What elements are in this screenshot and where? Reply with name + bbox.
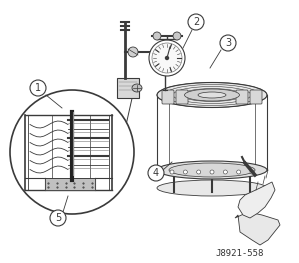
Circle shape [223, 170, 227, 174]
Circle shape [10, 90, 134, 214]
Text: 1: 1 [35, 83, 41, 93]
Bar [45, 178, 95, 190]
FancyBboxPatch shape [236, 90, 248, 104]
Circle shape [128, 47, 138, 57]
FancyBboxPatch shape [176, 90, 188, 104]
Ellipse shape [157, 83, 267, 108]
Circle shape [148, 165, 164, 181]
Ellipse shape [184, 89, 239, 101]
FancyBboxPatch shape [117, 78, 139, 98]
Ellipse shape [157, 161, 267, 179]
Polygon shape [235, 212, 280, 245]
Circle shape [237, 170, 241, 174]
Text: J8921-558: J8921-558 [216, 249, 264, 258]
Circle shape [183, 170, 187, 174]
Text: 2: 2 [193, 17, 199, 27]
Text: 5: 5 [55, 213, 61, 223]
Polygon shape [238, 182, 275, 218]
Circle shape [50, 210, 66, 226]
Text: 4: 4 [153, 168, 159, 178]
Circle shape [30, 80, 46, 96]
Ellipse shape [198, 92, 226, 98]
Ellipse shape [157, 180, 267, 196]
FancyBboxPatch shape [162, 90, 174, 104]
Circle shape [188, 14, 204, 30]
Circle shape [170, 170, 174, 174]
FancyBboxPatch shape [250, 90, 262, 104]
Circle shape [153, 32, 161, 40]
Circle shape [197, 170, 201, 174]
Circle shape [152, 43, 182, 73]
Ellipse shape [169, 163, 255, 177]
Ellipse shape [132, 84, 142, 92]
Circle shape [220, 35, 236, 51]
Circle shape [149, 40, 185, 76]
Circle shape [250, 170, 254, 174]
Circle shape [210, 170, 214, 174]
Text: 3: 3 [225, 38, 231, 48]
Circle shape [166, 57, 169, 59]
Circle shape [173, 32, 181, 40]
